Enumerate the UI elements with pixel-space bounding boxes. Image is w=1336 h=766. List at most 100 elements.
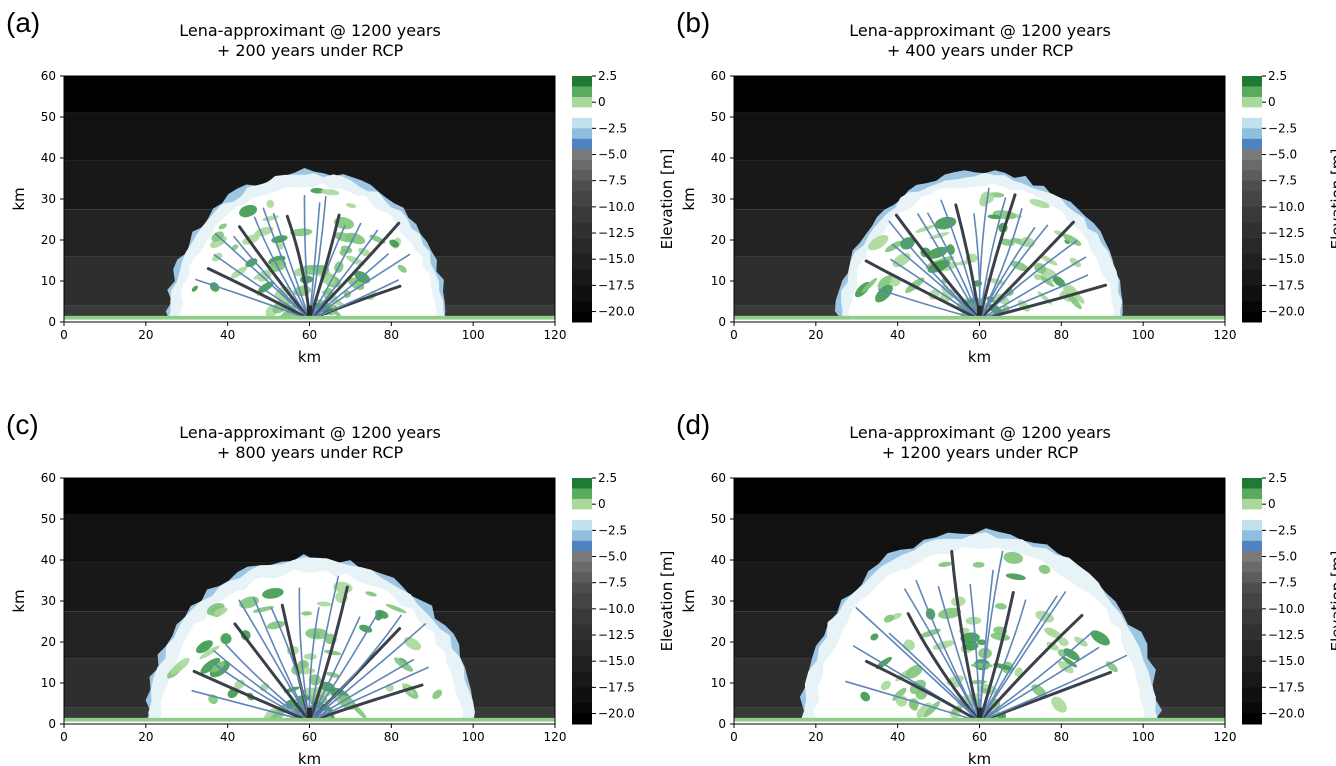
chart-panel: (b) Lena-approximant @ 1200 years+ 400 ye… [676,7,1336,366]
chart-title-line2: + 200 years under RCP [217,41,404,60]
plot-area [734,76,1225,322]
colorbar-tick-label: −5.0 [598,550,627,564]
y-tick-label: 40 [711,151,726,165]
colorbar-band [1242,191,1262,208]
colorbar-band [572,117,592,129]
y-tick-label: 30 [41,192,56,206]
y-tick-label: 40 [41,151,56,165]
vegetation-patch [290,228,313,237]
vegetation-patch [875,656,892,670]
x-tick-label: 20 [808,730,823,744]
colorbar-band [572,498,592,510]
colorbar-band [1242,530,1262,542]
y-tick-label: 40 [711,553,726,567]
vegetation-patch [1033,273,1041,281]
colorbar-band [1242,572,1262,584]
colorbar-band [1242,713,1262,725]
x-tick-label: 40 [890,730,905,744]
x-tick-label: 120 [544,730,567,744]
vegetation-patch [1053,276,1066,287]
colorbar-band [572,96,592,108]
distributary-channel [213,650,311,723]
colorbar-band [1242,593,1262,610]
vegetation-patch [403,637,422,651]
bathymetry-band [64,514,555,563]
colorbar-band [1242,96,1262,108]
x-tick-label: 120 [544,328,567,342]
x-tick-label: 60 [302,328,317,342]
colorbar-band [572,222,592,239]
colorbar-band [1242,138,1262,150]
y-axis-label: km [680,187,698,210]
distributary-channel [894,213,981,322]
colorbar-band [1242,180,1262,192]
colorbar-tick-label: −20.0 [1268,305,1305,319]
vegetation-patch [359,624,373,633]
vegetation-patch [959,693,982,701]
colorbar-band [572,488,592,500]
x-tick-label: 20 [138,730,153,744]
colorbar-band [1242,76,1262,87]
vegetation-patch [1063,648,1080,661]
vegetation-patch [301,611,313,616]
vegetation-patch [191,285,198,292]
colorbar-tick-label: −12.5 [1268,226,1305,240]
colorbar-band [572,551,592,563]
distributary-channel [917,213,981,321]
x-tick-label: 100 [1132,730,1155,744]
vegetation-patch [1046,641,1059,651]
distributary-channel [864,659,981,724]
vegetation-patch [868,234,889,251]
panel-label: (a) [6,7,40,38]
y-tick-label: 10 [41,676,56,690]
colorbar-tick-label: −15.0 [1268,252,1305,266]
colorbar-band [572,149,592,161]
colorbar-band [572,478,592,489]
colorbar: 2.5 0 −2.5 −5.0 −7.5 −10.0 −12.5 −15.0 −17.5 −20.… [1242,471,1336,725]
colorbar-band [1242,703,1262,715]
colorbar-band [572,138,592,150]
distributary-channel [904,588,981,723]
colorbar-band [1242,269,1262,286]
colorbar-band [1242,253,1262,271]
vegetation-patch [927,259,950,273]
colorbar-band [1242,551,1262,563]
vegetation-patch [1058,660,1074,674]
distributary-channel [308,575,340,723]
distributary-channel [308,658,415,723]
colorbar-tick-label: −7.5 [1268,174,1297,188]
chart-panel: (a) Lena-approximant @ 1200 years+ 200 ye… [6,7,676,366]
vegetation-patch [1010,260,1029,272]
colorbar-band [1242,687,1262,704]
x-tick-label: 100 [1132,328,1155,342]
colorbar-band [1242,498,1262,510]
colorbar-band [1242,582,1262,594]
colorbar-label: Elevation [m] [1328,551,1336,652]
colorbar-band [572,159,592,171]
colorbar-tick-label: 2.5 [598,471,617,485]
colorbar-band [572,170,592,182]
x-tick-label: 0 [60,328,68,342]
x-tick-label: 60 [972,328,987,342]
colorbar-band [572,593,592,610]
vegetation-patch [320,189,340,196]
distributary-channel [308,611,380,723]
y-tick-label: 10 [711,676,726,690]
y-tick-label: 50 [41,110,56,124]
vegetation-patch [262,587,284,599]
x-tick-label: 100 [462,328,485,342]
distributary-channel [937,585,981,723]
vegetation-patch [995,603,1007,610]
colorbar-label: Elevation [m] [1328,149,1336,250]
vegetation-patch [938,561,952,568]
vegetation-patch [1029,199,1050,209]
y-axis-label: km [10,589,28,612]
y-tick-label: 20 [41,635,56,649]
y-tick-label: 20 [41,233,56,247]
colorbar-tick-label: −17.5 [1268,680,1305,694]
distributary-channel [225,643,311,723]
vegetation-patch [1051,696,1067,713]
colorbar-band [1242,488,1262,500]
distributary-channel [978,274,1089,321]
